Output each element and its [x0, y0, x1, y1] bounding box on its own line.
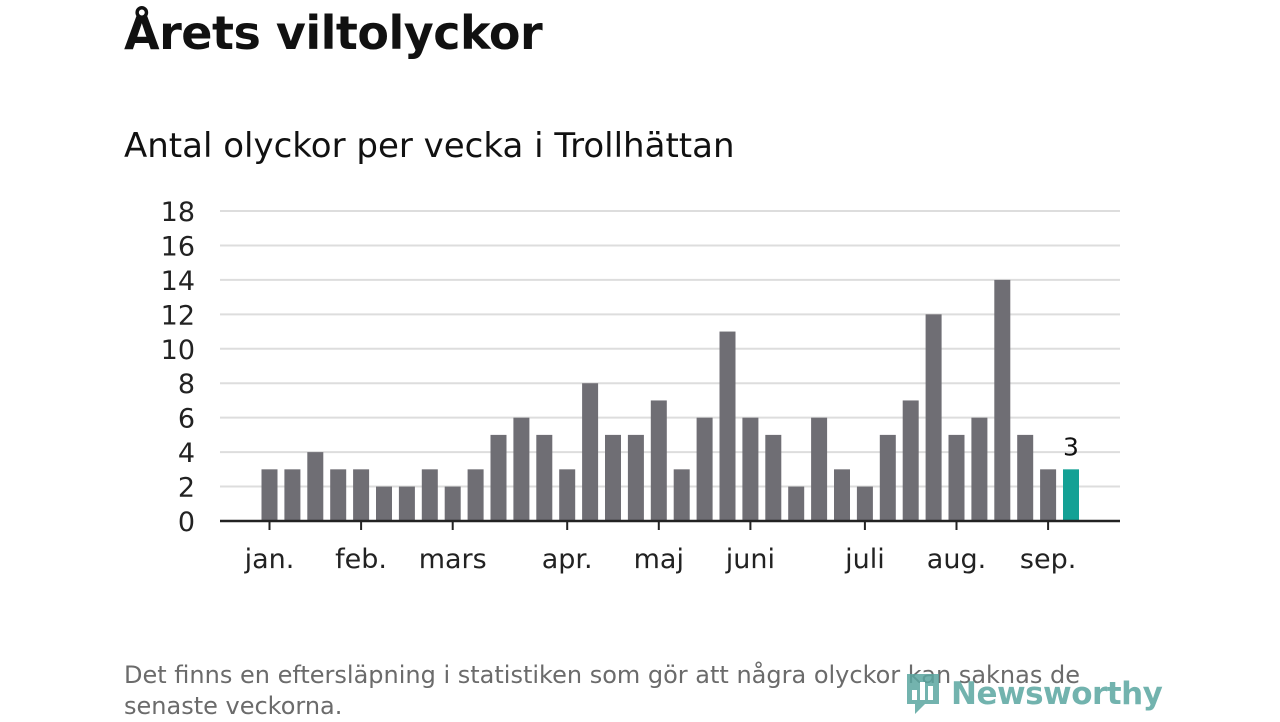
- bar-week-30: [925, 314, 942, 521]
- y-tick-label: 0: [178, 507, 195, 538]
- bar-week-3: [307, 452, 324, 521]
- y-tick-label: 8: [178, 369, 195, 400]
- y-tick-label: 10: [161, 335, 195, 366]
- bar-week-23: [765, 434, 782, 521]
- x-tick-label: juli: [844, 544, 885, 575]
- y-tick-label: 14: [161, 266, 195, 297]
- y-tick-label: 16: [161, 231, 195, 262]
- y-tick-label: 6: [178, 404, 195, 435]
- bar-week-19: [673, 469, 690, 521]
- chart-subtitle: Antal olyckor per vecka i Trollhättan: [124, 126, 735, 166]
- bar-week-27: [856, 486, 873, 521]
- bar-week-29: [902, 400, 919, 521]
- data-label: 3: [1063, 432, 1079, 461]
- bar-week-33: [994, 279, 1011, 521]
- x-tick-label: aug.: [927, 544, 986, 575]
- y-tick-label: 4: [178, 438, 195, 469]
- bar-week-32: [971, 417, 988, 521]
- x-axis-ticks: jan. feb. mars apr. maj juni juli aug. sep.: [244, 521, 1076, 575]
- bar-week-36: [1063, 469, 1079, 521]
- x-tick-label: apr.: [542, 544, 593, 575]
- bar-week-8: [421, 469, 438, 521]
- data-labels: 3: [1063, 432, 1079, 461]
- x-tick-label: maj: [634, 544, 684, 575]
- newsworthy-logo: Newsworthy: [903, 672, 1163, 716]
- bar-week-13: [536, 434, 553, 521]
- bars: [261, 279, 1079, 521]
- bar-week-20: [696, 417, 713, 521]
- x-tick-label: feb.: [335, 544, 387, 575]
- x-tick-label: jan.: [244, 544, 295, 575]
- y-tick-label: 2: [178, 473, 195, 504]
- bar-week-11: [490, 434, 507, 521]
- bar-week-24: [788, 486, 805, 521]
- y-tick-label: 18: [161, 197, 195, 228]
- bar-week-18: [650, 400, 667, 521]
- x-tick-label: juni: [725, 544, 775, 575]
- x-tick-label: sep.: [1020, 544, 1076, 575]
- bar-week-6: [376, 486, 392, 521]
- x-tick-label: mars: [419, 544, 487, 575]
- bar-week-17: [627, 434, 644, 521]
- y-tick-label: 12: [161, 300, 195, 331]
- bar-week-4: [330, 469, 347, 521]
- bar-week-1: [261, 469, 278, 521]
- bar-week-26: [834, 469, 850, 521]
- bar-week-15: [582, 383, 599, 521]
- bar-week-14: [559, 469, 576, 521]
- bar-week-25: [811, 417, 828, 521]
- newsworthy-logo-icon: [907, 674, 939, 714]
- bar-week-12: [513, 417, 530, 521]
- chart-title: Årets viltolyckor: [124, 6, 543, 60]
- grid-lines: [220, 210, 1120, 488]
- bar-week-22: [742, 417, 759, 521]
- bar-week-34: [1017, 434, 1034, 521]
- bar-week-31: [948, 434, 965, 521]
- bar-week-7: [398, 486, 415, 521]
- bar-week-10: [467, 469, 484, 521]
- bar-week-9: [444, 486, 461, 521]
- bar-week-21: [719, 331, 736, 521]
- bar-week-16: [605, 434, 621, 521]
- bar-week-35: [1040, 469, 1057, 521]
- bar-week-2: [284, 469, 301, 521]
- bar-week-5: [353, 469, 370, 521]
- logo-text: Newsworthy: [951, 676, 1163, 712]
- bar-week-28: [879, 434, 896, 521]
